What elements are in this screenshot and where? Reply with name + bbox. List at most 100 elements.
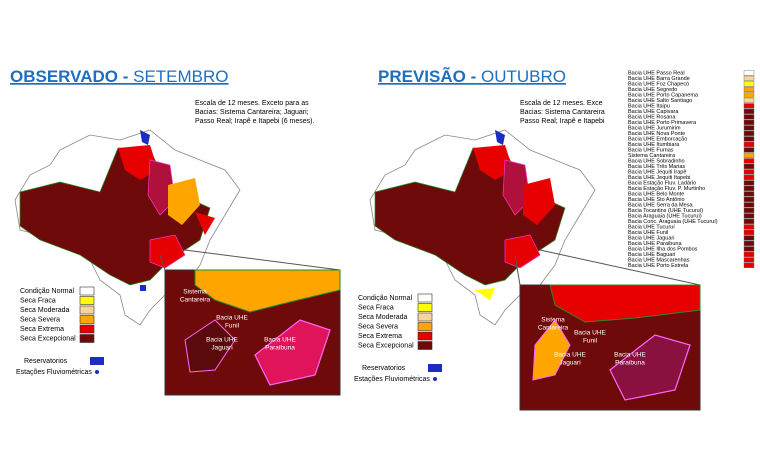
inset-label: Paraibuna bbox=[265, 345, 295, 352]
legend-swatch bbox=[90, 357, 104, 365]
basin-swatch bbox=[743, 119, 755, 126]
basin-name: Bacia UHE Furnas bbox=[628, 147, 674, 153]
basin-swatch bbox=[743, 141, 755, 148]
legend-label: Reservatorios bbox=[24, 358, 68, 365]
basin-swatch bbox=[743, 262, 755, 269]
basin-swatch bbox=[743, 240, 755, 247]
legend-swatch bbox=[79, 334, 95, 343]
legend-swatch bbox=[417, 331, 433, 341]
basin-swatch bbox=[743, 114, 755, 120]
inset-label: Cantareira bbox=[180, 297, 211, 304]
basin-swatch bbox=[743, 207, 755, 214]
legend-swatch bbox=[79, 296, 95, 305]
legend-swatch bbox=[79, 315, 95, 324]
legend-label: Seca Excepcional bbox=[20, 335, 76, 342]
title-bold: OBSERVADO - bbox=[10, 67, 128, 86]
legend-swatch bbox=[428, 364, 442, 372]
legend-swatch bbox=[79, 286, 95, 296]
basin-swatch bbox=[743, 246, 755, 252]
legend-swatch bbox=[433, 377, 437, 381]
basin-swatch bbox=[743, 218, 755, 225]
basin-name: Bacia UHE Tucuruí bbox=[628, 224, 675, 230]
inset-label: Sistema bbox=[541, 317, 565, 324]
basin-name: Bacia UHE Itaipu bbox=[628, 103, 670, 109]
basin-swatch bbox=[743, 202, 755, 208]
basin-swatch bbox=[743, 169, 755, 175]
legend-swatch bbox=[417, 341, 433, 350]
basin-name: Bacia UHE Barra Grande bbox=[628, 76, 690, 82]
basin-name: Bacia UHE Jequiti Irapê bbox=[628, 169, 686, 175]
basin-swatch bbox=[743, 180, 755, 186]
basin-name: Bacia UHE Três Marias bbox=[628, 164, 685, 170]
basin-name: Bacia UHE Mascarenhas bbox=[628, 257, 690, 263]
inset-label: Funil bbox=[583, 338, 598, 345]
basin-swatch bbox=[743, 196, 755, 203]
basin-name: Bacia Tocantins (UHE Tucuruí) bbox=[628, 208, 703, 214]
note-line: Passo Real; Irapê e Itapebi bbox=[520, 118, 605, 125]
basin-name: Bacia UHE Jequiti Itapebi bbox=[628, 175, 690, 181]
panel-title: PREVISÃO - OUTUBRO bbox=[378, 66, 566, 86]
basin-name: Bacia UHE Funil bbox=[628, 230, 668, 236]
basin-name: Bacia UHE Capivara bbox=[628, 109, 679, 115]
inset-label: Bacia UHE bbox=[554, 352, 586, 359]
basin-swatch bbox=[743, 163, 755, 170]
basin-name: Sistema Cantareira bbox=[628, 153, 676, 159]
legend-swatch bbox=[417, 322, 433, 331]
basin-name: Bacia UHE Porto Estrela bbox=[628, 263, 689, 269]
map-observed bbox=[14, 129, 341, 396]
basin-name: Bacia UHE Itumbiara bbox=[628, 142, 680, 148]
basin-name: Bacia Conc. Araguaia (UHE Tucuruí) bbox=[628, 219, 718, 225]
legend-label: Seca Extrema bbox=[358, 333, 402, 340]
inset-label: Sistema bbox=[183, 289, 207, 296]
legend-swatch bbox=[95, 370, 99, 374]
basin-swatch bbox=[743, 235, 755, 241]
basin-swatch bbox=[743, 229, 755, 236]
basin-swatch bbox=[743, 75, 755, 82]
inset-label: Bacia UHE bbox=[614, 352, 646, 359]
basin-name: Bacia UHE Ilha dos Pombos bbox=[628, 246, 698, 252]
inset-label: Paraibuna bbox=[615, 360, 645, 367]
basin-name: Bacia UHE Passo Real bbox=[628, 70, 685, 76]
basin-swatch bbox=[743, 257, 755, 263]
legend-label: Seca Fraca bbox=[358, 304, 394, 311]
legend-label: Reservatorios bbox=[362, 365, 406, 372]
legend-label: Seca Severa bbox=[20, 316, 60, 323]
legend-label: Seca Moderada bbox=[358, 314, 408, 321]
basin-swatch bbox=[743, 136, 755, 142]
basin-swatch bbox=[743, 158, 755, 164]
inset-label: Bacia UHE bbox=[264, 337, 296, 344]
legend-label: Condição Normal bbox=[358, 295, 413, 302]
basin-swatch bbox=[743, 86, 755, 93]
basin-swatch bbox=[743, 224, 755, 230]
basin-swatch bbox=[743, 191, 755, 197]
inset-label: Jaguari bbox=[559, 360, 580, 367]
inset-label: Bacia UHE bbox=[216, 315, 248, 322]
basin-name: Bacia UHE Salto Santiago bbox=[628, 98, 692, 104]
basin-name: Bacia UHE Jurumirim bbox=[628, 125, 681, 131]
basin-name: Bacia UHE Baguari bbox=[628, 252, 675, 258]
title-rest: SETEMBRO bbox=[128, 67, 228, 86]
note-line: Escala de 12 meses. Exceto para as bbox=[195, 100, 309, 107]
basin-swatch bbox=[743, 147, 755, 153]
basin-swatch bbox=[743, 185, 755, 192]
inset-label: Bacia UHE bbox=[574, 330, 606, 337]
basin-name: Bacia Estação Fluv. P. Murtinho bbox=[628, 186, 705, 192]
legend-label: Estações Fluviométricas bbox=[354, 376, 430, 383]
basin-swatch bbox=[743, 97, 755, 104]
legend-swatch bbox=[79, 305, 95, 315]
basin-name: Bacia UHE Porto Primavera bbox=[628, 120, 697, 126]
note-line: Bacias: Sistema Cantareira bbox=[520, 109, 605, 116]
legend-label: Condição Normal bbox=[20, 288, 75, 295]
basin-name: Bacia Araguaia (UHE Tucuruí) bbox=[628, 213, 702, 219]
legend-label: Seca Fraca bbox=[20, 297, 56, 304]
inset-label: Jaguari bbox=[211, 345, 232, 352]
inset-label: Cantareira bbox=[538, 325, 569, 332]
legend-label: Seca Moderada bbox=[20, 307, 70, 314]
basin-swatch bbox=[743, 108, 755, 115]
legend-swatch bbox=[417, 312, 433, 322]
title-rest: OUTUBRO bbox=[476, 67, 566, 86]
legend-label: Seca Extrema bbox=[20, 326, 64, 333]
basin-name: Bacia Estação Fluv. Ladário bbox=[628, 180, 696, 186]
basin-name: Bacia UHE Serra da Mesa bbox=[628, 202, 693, 208]
